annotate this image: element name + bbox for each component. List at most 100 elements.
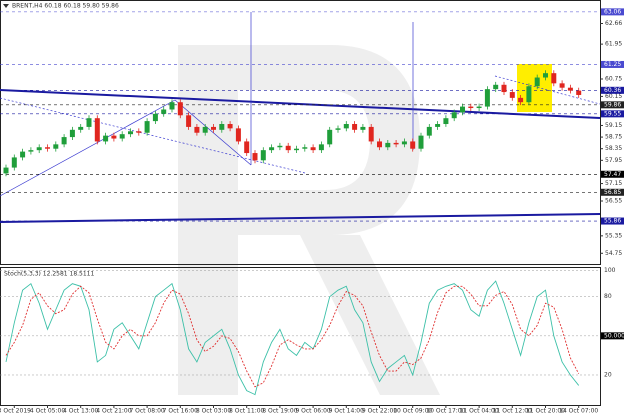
level-label-box [601,101,624,109]
candle-body [169,102,175,110]
candle-body [451,112,457,119]
x-tick-label: 8 Oct 19:00 [262,408,297,415]
x-tick-label: 10 Oct 17:00 [426,408,465,415]
stoch-panel [0,267,601,406]
trend-line [0,97,306,174]
level-label-box [601,8,624,16]
candle-body [202,126,208,133]
candle-body [3,167,9,174]
candle-body [401,141,407,145]
candle-body [501,84,507,93]
level-label-box [601,188,624,196]
candle-body [493,84,499,90]
x-tick-label: 11 Oct 04:00 [460,408,499,415]
y-tick-label: 20 [604,371,612,378]
candle-body [136,131,142,133]
candle-body [103,135,109,142]
trend-line [0,213,601,223]
candle-body [509,92,515,98]
y-tick-label: 60.75 [605,75,622,82]
indicator-title: Stoch(5,3,3) 12.2581 18.5111 [4,271,95,278]
candle-body [69,129,75,138]
candle-body [78,126,84,130]
candle-body [526,86,532,103]
level-label: 57.47 [604,171,621,178]
candle-body [36,147,42,151]
level-label: 56.85 [604,189,621,196]
candle-body [144,121,150,133]
x-tick-label: 11 Oct 20:00 [526,408,565,415]
candle-body [269,147,275,151]
level-label-box [601,86,624,94]
candle-body [211,126,216,130]
level-label-box [601,170,624,178]
candle-body [534,77,540,87]
candle-body [152,113,158,122]
y-tick-label: 80 [604,293,612,300]
trend-line [0,89,601,119]
candle-body [161,109,167,114]
candle-body [559,83,565,88]
candle-body [194,126,200,133]
x-tick-label: 9 Oct 06:00 [295,408,330,415]
y-tick-label-box [601,332,624,340]
candle-body [468,106,474,109]
candle-body [111,135,117,139]
candle-body [53,144,59,149]
candle-body [377,141,382,148]
x-tick-label: 8 Oct 03:00 [196,408,231,415]
y-tick-label: 58.35 [605,145,622,152]
x-tick-label: 4 Oct 05:00 [30,408,65,415]
level-label-box [601,217,624,225]
y-tick-label: 60.15 [605,93,622,100]
candle-body [252,153,258,161]
trend-line [0,99,176,197]
y-tick-label: 58.75 [605,134,622,141]
candle-body [418,135,424,149]
candle-body [435,124,441,127]
x-tick-label: 14 Oct 07:00 [559,408,598,415]
chart-title: BRENT,H4 60.18 60.18 59.80 59.86 [12,3,119,10]
level-label: 61.25 [604,61,621,68]
candle-body [385,142,391,148]
candle-body [426,126,432,136]
candle-body [567,87,573,91]
candle-body [244,141,250,154]
candle-body [128,131,133,135]
candle-body [518,97,524,103]
x-tick-label: 10 Oct 09:00 [393,408,432,415]
candle-body [277,145,283,148]
y-tick-label: 57.95 [605,157,622,164]
y-tick-label: 57.15 [605,180,622,187]
candle-body [285,145,291,151]
level-label-box [601,110,624,118]
candle-body [393,142,399,145]
candle-body [260,150,266,161]
candle-body [543,73,548,78]
y-tick-label: 56.55 [605,197,622,204]
level-label: 63.06 [604,8,621,15]
y-tick-label: 50.0000 [604,332,624,339]
x-tick-label: 9 Oct 22:00 [362,408,397,415]
highlight-box [517,64,552,112]
candle-body [343,124,349,129]
candle-body [476,106,482,109]
x-tick-label: 7 Oct 08:00 [129,408,164,415]
candle-body [576,90,582,95]
stoch-line [5,285,580,388]
candle-body [45,147,50,149]
candle-body [235,128,241,142]
x-tick-label: 9 Oct 14:00 [329,408,364,415]
stoch-line [5,280,580,396]
candle-body [28,150,34,152]
y-tick-label: 59.15 [605,122,622,129]
candle-body [119,134,125,139]
candle-body [20,151,26,158]
candle-body [186,115,192,127]
level-label: 60.36 [604,87,621,94]
x-tick-label: 11 Oct 12:00 [493,408,532,415]
y-tick-label: 62.66 [605,20,622,27]
x-tick-label: 7 Oct 16:00 [163,408,198,415]
candle-body [227,124,233,129]
